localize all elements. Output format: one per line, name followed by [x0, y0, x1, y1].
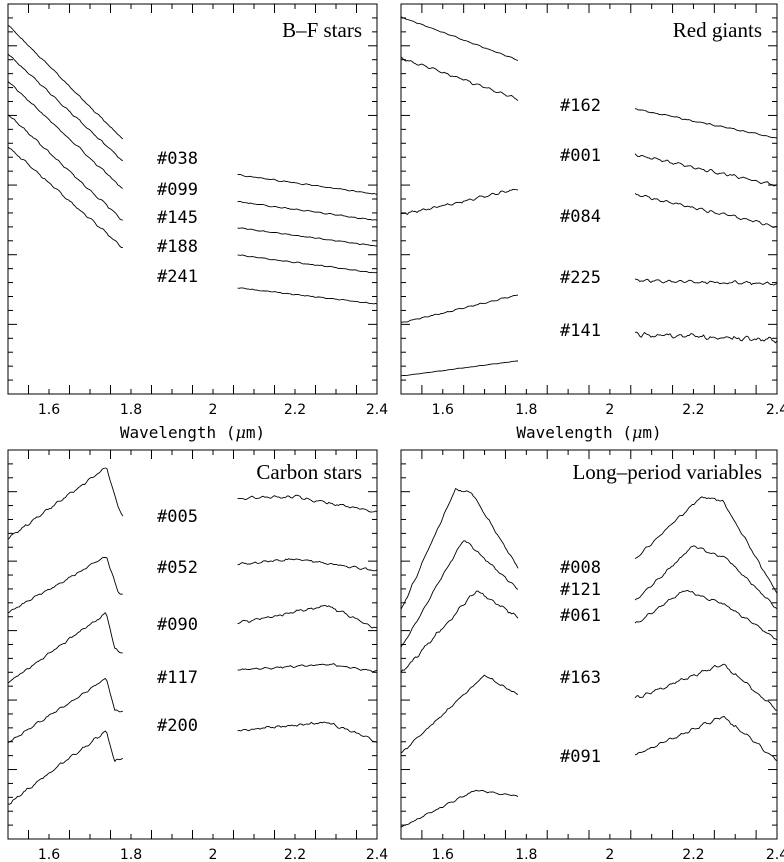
- spectrum-k-band: [237, 663, 378, 673]
- star-id-label: #117: [157, 668, 198, 688]
- star-id-label: #145: [157, 208, 198, 228]
- panel-title: Red giants: [673, 18, 762, 42]
- x-tick-label: 1.6: [38, 847, 60, 862]
- x-tick-label: 2: [605, 847, 614, 862]
- star-id-label: #090: [157, 615, 198, 635]
- star-id-label: #061: [560, 606, 601, 626]
- x-tick-label: 2.2: [284, 847, 306, 862]
- x-axis-label: Wavelength (μm): [516, 423, 661, 442]
- spectrum-k-band: [634, 192, 778, 228]
- star-id-label: #121: [560, 580, 601, 600]
- spectrum-h-band: [400, 16, 519, 61]
- spectrum-h-band: [400, 188, 519, 215]
- spectrum-k-band: [237, 254, 378, 274]
- spectrum-h-band: [400, 56, 519, 101]
- spectrum-h-band: [7, 556, 123, 614]
- panel-frame: [400, 449, 778, 840]
- spectrum-k-band: [634, 496, 778, 594]
- spectrum-k-band: [237, 605, 378, 629]
- panel-title: B–F stars: [282, 18, 362, 42]
- spectrum-k-band: [634, 589, 778, 641]
- star-id-label: #200: [157, 716, 198, 736]
- spectrum-k-band: [634, 545, 778, 610]
- spectrum-h-band: [7, 53, 124, 162]
- star-id-label: #188: [157, 237, 198, 257]
- x-tick-label: 1.6: [432, 847, 454, 862]
- x-tick-label: 1.8: [515, 402, 537, 418]
- spectrum-k-band: [634, 153, 778, 187]
- spectrum-h-band: [7, 114, 123, 221]
- star-id-label: #038: [157, 149, 198, 169]
- x-tick-label: 2.4: [366, 402, 388, 418]
- spectrum-h-band: [7, 730, 124, 805]
- x-tick-label: 2: [605, 402, 614, 418]
- star-id-label: #001: [560, 146, 601, 166]
- x-tick-label: 2.2: [682, 402, 704, 418]
- x-tick-label: 2: [209, 402, 218, 418]
- x-tick-label: 2.2: [682, 847, 704, 862]
- spectrum-h-band: [400, 488, 519, 610]
- spectrum-k-band: [237, 558, 378, 572]
- spectrum-k-band: [634, 108, 777, 139]
- spectrum-k-band: [237, 174, 378, 195]
- panel-title: Carbon stars: [256, 460, 362, 484]
- spectrum-k-band: [237, 200, 378, 221]
- spectrum-k-band: [634, 716, 778, 762]
- star-id-label: #005: [157, 507, 198, 527]
- star-id-label: #163: [560, 668, 601, 688]
- spectrum-k-band: [237, 721, 378, 743]
- spectrum-h-band: [7, 81, 124, 189]
- star-id-label: #052: [157, 558, 198, 578]
- spectrum-h-band: [400, 590, 519, 673]
- star-id-label: #091: [560, 747, 601, 767]
- spectrum-k-band: [237, 227, 378, 247]
- spectrum-k-band: [237, 287, 378, 305]
- x-axis-label: Wavelength (μm): [120, 423, 265, 442]
- spectrum-k-band: [237, 494, 378, 513]
- spectrum-h-band: [400, 294, 519, 323]
- star-id-label: #141: [560, 321, 601, 341]
- spectrum-h-band: [7, 25, 124, 140]
- panel-1: 1.6 1.8 2 2.2 2.4 Wavelength (μm) B–F stars #03…: [7, 3, 388, 442]
- panel-2: 1.6 1.8 2 2.2 2.4 Wavelength (μm) Red giants #1…: [400, 3, 784, 442]
- star-id-label: #162: [560, 96, 601, 116]
- star-id-label: #241: [157, 267, 198, 287]
- star-id-label: #099: [157, 180, 198, 200]
- x-tick-label: 1.8: [120, 402, 142, 418]
- star-id-label: #084: [560, 207, 601, 227]
- x-tick-label: 1.8: [120, 847, 142, 862]
- spectrum-h-band: [400, 360, 518, 377]
- x-tick-label: 1.6: [38, 402, 60, 418]
- x-tick-label: 2.4: [366, 847, 388, 862]
- spectrum-h-band: [400, 540, 519, 648]
- spectrum-h-band: [7, 677, 123, 744]
- spectrum-h-band: [7, 612, 123, 684]
- x-tick-label: 1.8: [515, 847, 537, 862]
- spectrum-h-band: [400, 674, 519, 754]
- spectrum-k-band: [634, 663, 778, 711]
- x-tick-label: 2.2: [284, 402, 306, 418]
- x-tick-label: 2.4: [766, 847, 784, 862]
- spectrum-h-band: [400, 789, 519, 828]
- spectrum-k-band: [634, 331, 778, 344]
- spectrum-k-band: [634, 278, 778, 286]
- x-tick-label: 2: [209, 847, 218, 862]
- star-id-label: #225: [560, 268, 601, 288]
- spectrum-h-band: [7, 146, 123, 248]
- panel-title: Long–period variables: [572, 460, 762, 484]
- star-id-label: #008: [560, 558, 601, 578]
- spectrum-h-band: [7, 467, 124, 540]
- x-tick-label: 2.4: [766, 402, 784, 418]
- x-tick-label: 1.6: [432, 402, 454, 418]
